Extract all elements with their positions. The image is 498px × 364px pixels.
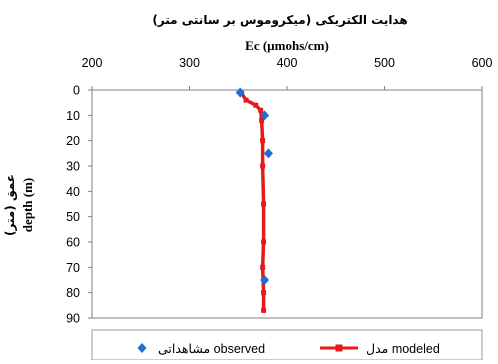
y-tick-label-20: 20 xyxy=(66,134,80,148)
modeled-point-4 xyxy=(259,117,265,123)
modeled-point-9 xyxy=(260,264,266,270)
modeled-point-7 xyxy=(261,201,267,207)
y-axis-label-fa: عمق (متر) xyxy=(3,174,17,236)
y-tick-label-0: 0 xyxy=(73,84,80,98)
y-tick-label-10: 10 xyxy=(66,109,80,123)
y-tick-label-40: 40 xyxy=(66,185,80,199)
legend-marker-observed xyxy=(137,343,147,353)
legend-marker-modeled xyxy=(335,344,343,352)
legend-label-observed: مشاهداتی observed xyxy=(158,342,265,356)
observed-point-3 xyxy=(260,275,270,285)
modeled-point-10 xyxy=(261,290,267,296)
legend-item-observed: مشاهداتی observed xyxy=(137,342,265,356)
y-tick-label-50: 50 xyxy=(66,210,80,224)
y-axis-label: depth (m) xyxy=(20,178,35,233)
chart-title: هدایت الکتریکی (میکروموس بر سانتی متر) xyxy=(152,13,407,28)
y-tick-label-30: 30 xyxy=(66,160,80,174)
chart-subtitle: Ec (µmohs/cm) xyxy=(245,38,329,53)
observed-point-1 xyxy=(260,110,270,121)
x-tick-label-200: 200 xyxy=(82,56,103,70)
x-tick-label-400: 400 xyxy=(277,56,298,70)
x-tick-labels: 200 300 400 500 600 xyxy=(82,56,493,70)
plot-area xyxy=(91,89,483,319)
modeled-point-11 xyxy=(261,307,267,313)
legend-item-modeled: مدل modeled xyxy=(320,342,440,356)
modeled-point-2 xyxy=(253,102,259,108)
y-tick-label-90: 90 xyxy=(66,312,80,326)
modeled-point-3 xyxy=(258,107,264,113)
observed-point-0 xyxy=(235,87,245,98)
y-tick-label-70: 70 xyxy=(66,261,80,275)
observed-point-2 xyxy=(263,148,273,159)
modeled-line xyxy=(239,91,266,311)
series-observed xyxy=(235,87,273,285)
y-tick-label-60: 60 xyxy=(66,236,80,250)
y-tick-label-80: 80 xyxy=(66,286,80,300)
modeled-point-1 xyxy=(243,97,249,103)
x-tick-label-300: 300 xyxy=(179,56,200,70)
modeled-point-6 xyxy=(260,163,266,169)
axis-ticks xyxy=(88,86,483,319)
modeled-point-8 xyxy=(261,239,267,245)
x-tick-label-600: 600 xyxy=(472,56,493,70)
modeled-point-5 xyxy=(260,138,266,144)
y-tick-labels: 0 10 20 30 40 50 60 70 80 90 xyxy=(66,84,80,326)
x-tick-label-500: 500 xyxy=(374,56,395,70)
legend-label-modeled: مدل modeled xyxy=(366,342,440,356)
